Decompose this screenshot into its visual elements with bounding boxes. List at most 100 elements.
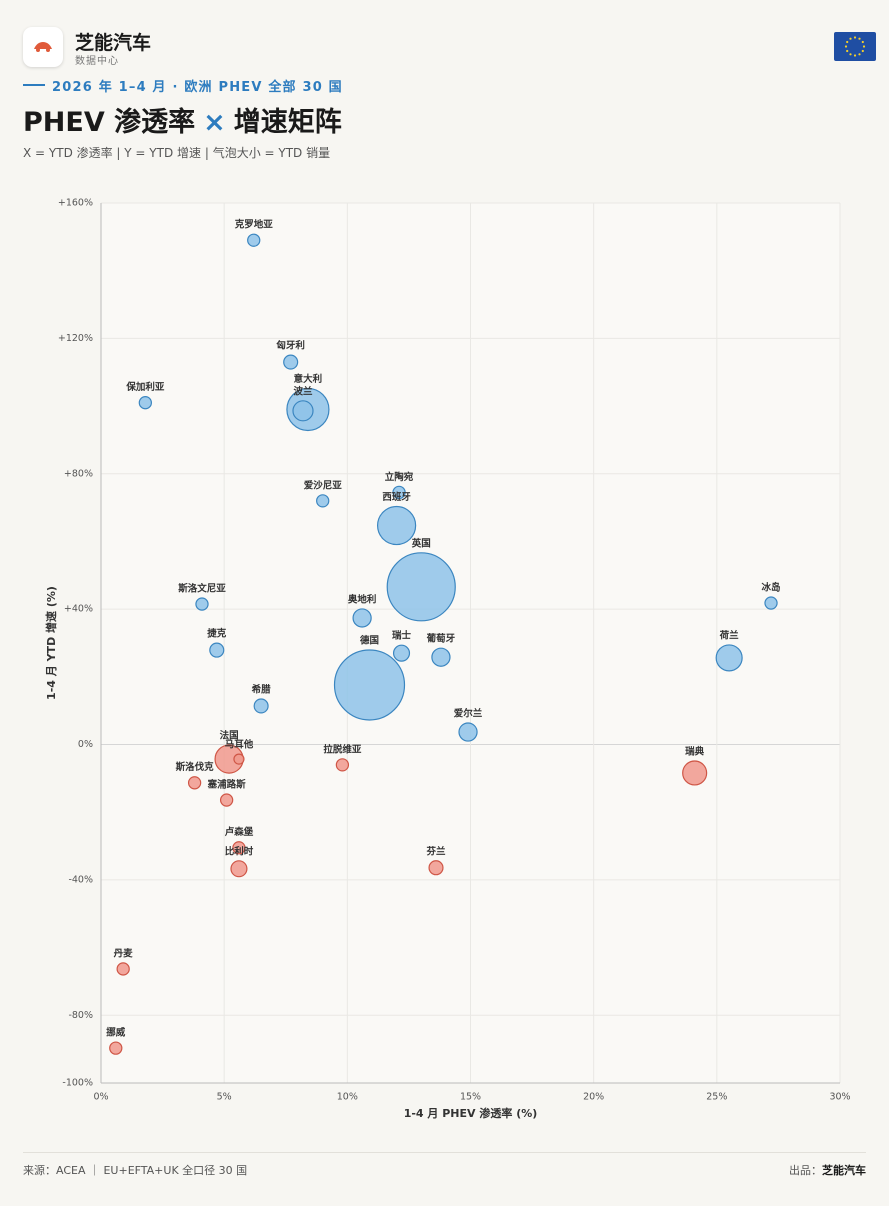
x-tick-label: 30% [829,1092,850,1103]
bubble-label: 立陶宛 [385,471,414,483]
bubble-label: 希腊 [252,684,272,696]
bubble [376,505,417,546]
x-axis-label: 1-4 月 PHEV 渗透率 (%) [404,1106,538,1120]
title: PHEV 渗透率 × 增速矩阵 [23,100,342,139]
bubble [109,1041,123,1055]
bubble-label: 瑞士 [392,630,412,642]
x-tick-label: 15% [460,1092,481,1103]
bubble [283,354,299,370]
flag-star [849,37,852,40]
footer-line [23,1152,866,1153]
bubble [386,552,456,622]
flag-star [846,40,849,44]
bubble [335,758,350,772]
bubble-label: 保加利亚 [125,381,165,393]
bubble [333,649,406,721]
subtitle: X = YTD 渗透率 | Y = YTD 增速 | 气泡大小 = YTD 销量 [23,146,331,160]
kicker: 2026 年 1–4 月 · 欧洲 PHEV 全部 30 国 [52,80,343,95]
bubble [187,776,202,790]
y-tick-label: +40% [64,604,93,615]
bubble-label: 丹麦 [114,947,134,959]
bubble-label: 荷兰 [719,629,740,641]
flag-star [858,37,861,40]
bubble [116,962,130,976]
y-tick-label: +120% [58,333,93,344]
maker: 出品：芝能汽车 [789,1162,866,1178]
bubble-label: 挪威 [106,1027,126,1039]
bubble-label: 塞浦路斯 [207,778,247,790]
y-tick-label: -100% [62,1078,93,1089]
bubble-label: 德国 [360,634,379,646]
maker-name: 芝能汽车 [822,1164,866,1177]
bubble [232,841,246,855]
bubble-label: 拉脱维亚 [323,743,362,755]
y-tick-label: +160% [58,198,93,209]
bubble-label: 斯洛伐克 [176,761,215,773]
bubble [458,722,478,742]
x-tick-label: 0% [93,1092,108,1103]
bubble [392,644,411,662]
bubble [352,608,372,628]
x-tick-label: 10% [337,1092,358,1103]
bubble-label: 冰岛 [762,582,781,594]
flag-star [846,49,849,53]
bubble [428,860,444,876]
brand: 芝能汽车 [75,32,152,54]
y-tick-label: 0% [78,739,93,750]
bubble-label: 葡萄牙 [426,633,456,645]
bubble [209,642,225,658]
kicker-line [23,84,45,86]
title-right: 增速矩阵 [233,107,342,138]
flag-star [861,49,864,53]
bubble-label: 法国 [220,730,239,742]
x-tick-label: 5% [217,1092,232,1103]
flag-star [849,53,852,56]
bubble [219,793,234,807]
eu-flag [834,32,876,61]
bubble-label: 斯洛文尼亚 [178,583,226,595]
bubble [233,753,245,765]
bubble [253,698,269,714]
y-axis-label: 1-4 月 YTD 增速 (%) [44,586,58,700]
flag-star [862,45,866,48]
brand-sub: 数据中心 [75,56,119,67]
y-tick-label: -80% [68,1010,93,1021]
x-tick-label: 25% [706,1092,727,1103]
y-tick-label: -40% [68,874,93,885]
bubble [230,860,248,878]
logo-icon [34,42,52,52]
bubble-label: 意大利 [294,373,323,385]
bubble-label: 克罗地亚 [235,219,274,231]
bubble-label: 波兰 [293,385,313,397]
source: 来源：ACEA ｜ EU+EFTA+UK 全口径 30 国 [23,1164,248,1177]
flag-star [861,40,864,44]
bubble-label: 英国 [412,537,431,549]
bubble [715,644,743,672]
title-left: PHEV 渗透率 [23,107,196,138]
bubble-label: 爱尔兰 [454,707,483,719]
x-tick-label: 20% [583,1092,604,1103]
bubble-label: 比利时 [225,845,254,857]
bubble-label: 匈牙利 [275,340,305,352]
bubble-label: 爱沙尼亚 [304,479,343,491]
bubble-label: 卢森堡 [225,826,254,838]
bubble [764,596,778,610]
bubble-label: 捷克 [207,628,227,640]
bubble [682,760,708,786]
bubble-label: 奥地利 [347,593,377,605]
bubble [431,647,451,667]
bubble-label: 瑞典 [685,745,705,757]
flag-star [844,45,848,48]
logo [23,27,63,67]
bubble [195,597,209,611]
bubble-label: 芬兰 [426,845,447,857]
bubble [292,400,314,422]
bubble [138,396,152,410]
flag-star [853,36,857,39]
flag-star [853,54,857,57]
bubble [392,485,406,500]
bubble-label: 西班牙 [382,491,411,503]
bubble [247,233,261,247]
bubble-label: 马耳他 [225,739,254,751]
flag-star [858,53,861,56]
